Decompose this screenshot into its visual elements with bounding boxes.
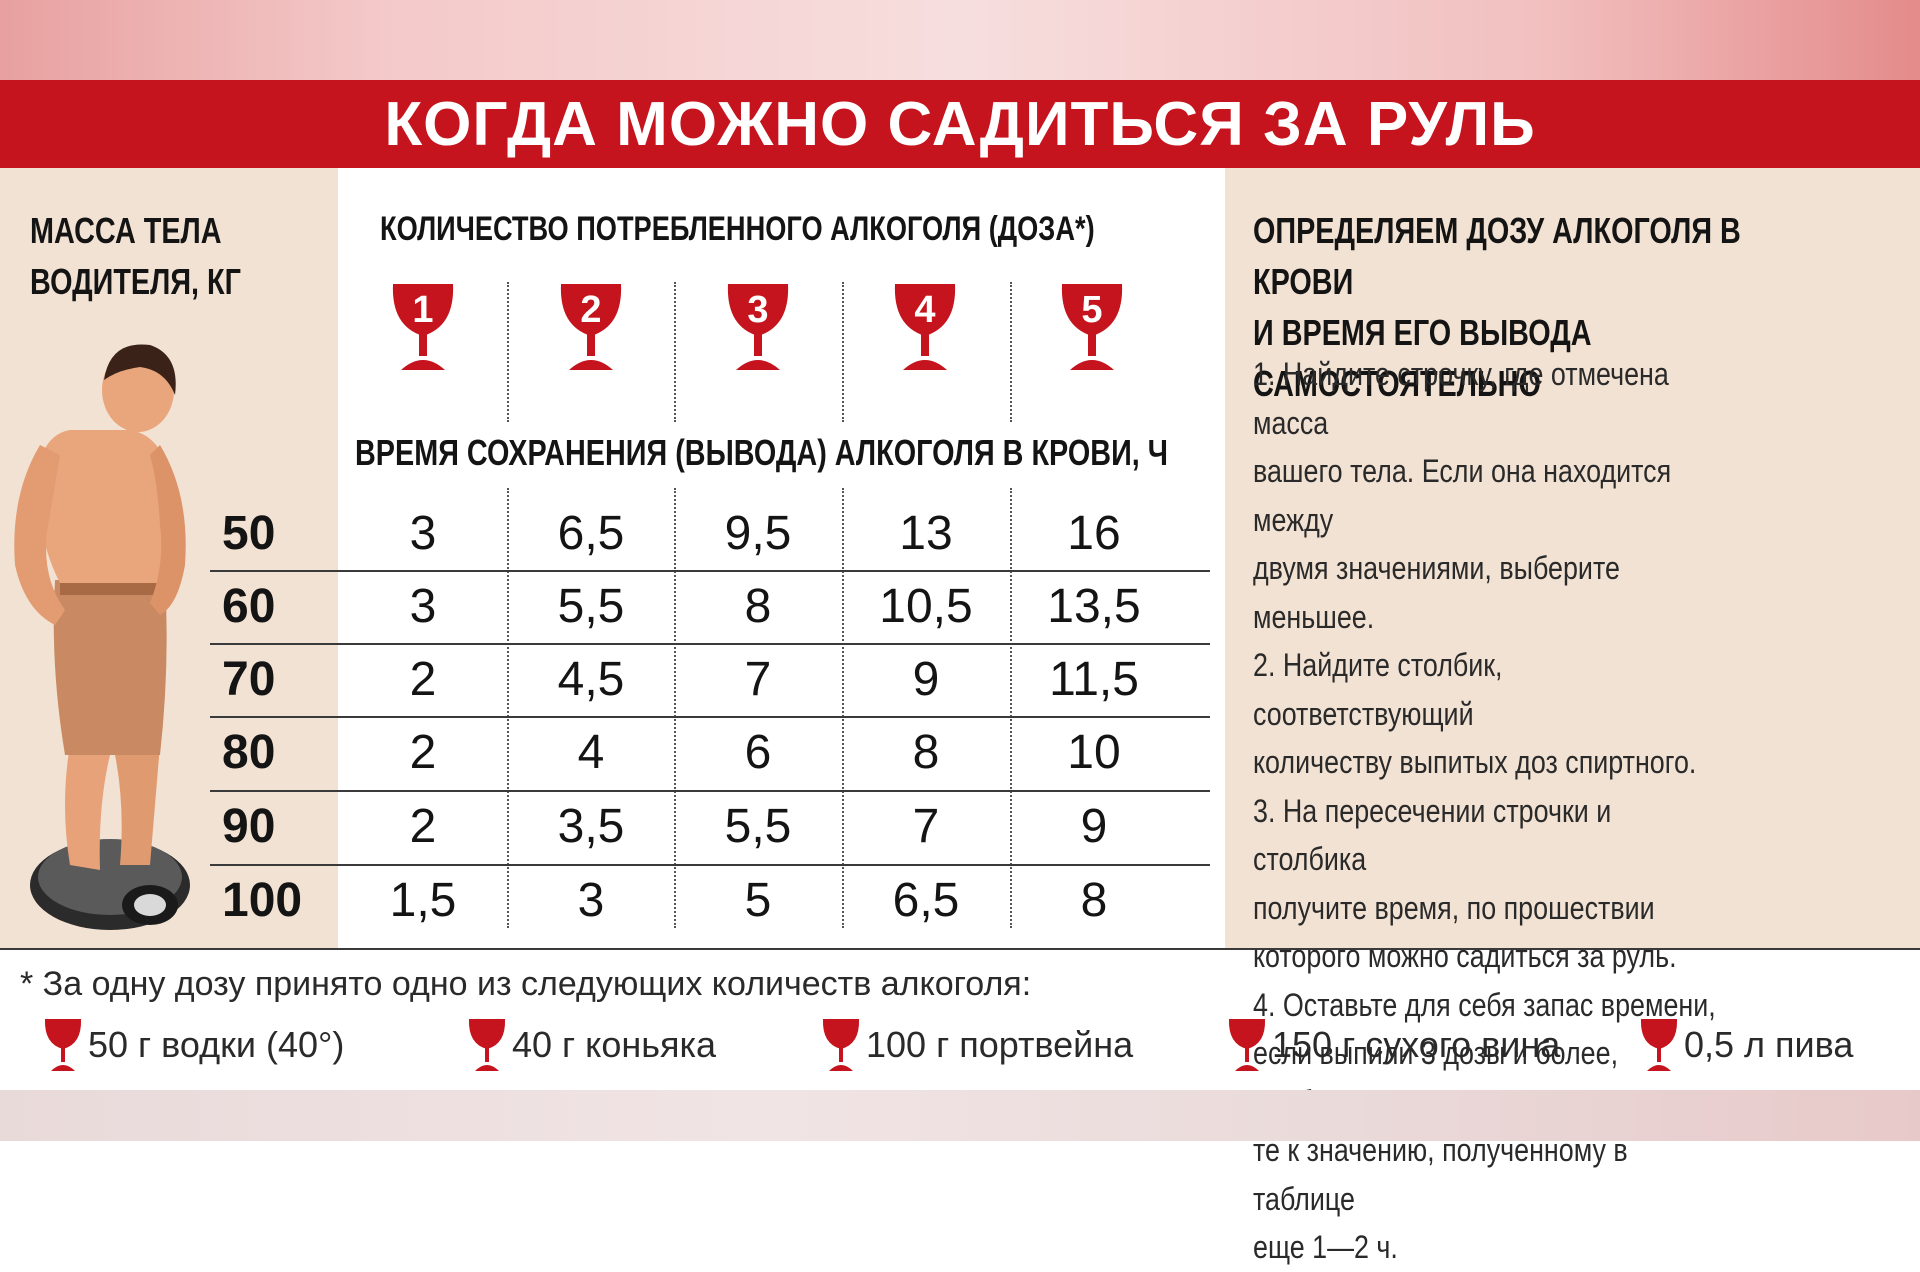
table-cell: 3	[577, 874, 605, 927]
row-separator	[210, 790, 1210, 792]
row-separator	[210, 864, 1210, 866]
table-cell: 2	[409, 726, 437, 779]
wine-glass-icon: 5	[1061, 284, 1123, 370]
mass-value: 70	[222, 653, 276, 706]
mass-value: 50	[222, 507, 276, 560]
dose-number: 4	[914, 289, 935, 331]
footer-divider	[0, 948, 1920, 950]
table-cell: 5,5	[724, 800, 792, 853]
column-divider	[674, 488, 676, 928]
man-on-scale-illustration	[14, 344, 190, 930]
legend-label: 40 г коньяка	[512, 1024, 717, 1065]
table-cell: 8	[912, 726, 940, 779]
wine-glass-icon: 1	[392, 284, 454, 370]
table-cell: 8	[1080, 874, 1108, 927]
wine-glass-icon	[1228, 1019, 1266, 1071]
table-cell: 6,5	[557, 507, 625, 560]
legend-item: 100 г портвейна	[820, 1015, 1133, 1075]
table-cell: 2	[409, 800, 437, 853]
row-separator	[210, 643, 1210, 645]
column-divider	[842, 488, 844, 928]
wine-glass-icon: 4	[894, 284, 956, 370]
table-cell: 8	[744, 580, 772, 633]
dose-number: 3	[747, 289, 768, 331]
table-cell: 10,5	[879, 580, 973, 633]
right-panel	[1225, 168, 1920, 948]
legend-label: 150 г сухого вина	[1272, 1024, 1561, 1065]
amount-label: КОЛИЧЕСТВО ПОТРЕБЛЕННОГО АЛКОГОЛЯ (ДОЗА*…	[380, 210, 1095, 248]
legend-label: 100 г портвейна	[866, 1024, 1134, 1065]
table-cell: 4,5	[557, 653, 625, 706]
wine-glass-icon	[44, 1019, 82, 1071]
wine-glass-icon	[822, 1019, 860, 1071]
table-cell: 7	[912, 800, 940, 853]
table-cell: 9,5	[724, 507, 792, 560]
mass-value: 100	[222, 874, 303, 927]
column-divider	[507, 282, 509, 422]
dose-number: 1	[412, 289, 433, 331]
top-background-strip	[0, 0, 1920, 80]
column-divider	[1010, 488, 1012, 928]
legend-item: 0,5 л пива	[1638, 1015, 1853, 1075]
wine-glass-icon	[1640, 1019, 1678, 1071]
table-cell: 11,5	[1049, 653, 1139, 706]
legend-label: 0,5 л пива	[1684, 1024, 1854, 1065]
table-cell: 4	[577, 726, 605, 779]
table-cell: 13	[899, 507, 953, 560]
legend-item: 40 г коньяка	[466, 1015, 716, 1075]
mass-value: 60	[222, 580, 276, 633]
footnote: * За одну дозу принято одно из следующих…	[20, 965, 1032, 1003]
table-cell: 2	[409, 653, 437, 706]
table-cell: 16	[1067, 507, 1121, 560]
table-cell: 13,5	[1047, 580, 1141, 633]
wine-glass-icon	[468, 1019, 506, 1071]
table-cell: 5	[744, 874, 772, 927]
table-cell: 1,5	[389, 874, 457, 927]
time-label: ВРЕМЯ СОХРАНЕНИЯ (ВЫВОДА) АЛКОГОЛЯ В КРО…	[355, 432, 1169, 473]
bottom-background-strip	[0, 1090, 1920, 1141]
table-cell: 9	[1080, 800, 1108, 853]
dose-number: 2	[580, 289, 601, 331]
mass-value: 90	[222, 800, 276, 853]
column-divider	[1010, 282, 1012, 422]
legend-item: 50 г водки (40°)	[42, 1015, 344, 1075]
table-cell: 9	[912, 653, 940, 706]
wine-glass-icon: 2	[560, 284, 622, 370]
mass-label: МАССА ТЕЛА ВОДИТЕЛЯ, КГ	[30, 210, 241, 302]
table-cell: 6	[744, 726, 772, 779]
mass-value: 80	[222, 726, 276, 779]
table-cell: 5,5	[557, 580, 625, 633]
legend-item: 150 г сухого вина	[1226, 1015, 1560, 1075]
row-separator	[210, 570, 1210, 572]
column-divider	[507, 488, 509, 928]
table-cell: 10	[1067, 726, 1121, 779]
dose-number: 5	[1081, 289, 1102, 331]
page-title: КОГДА МОЖНО САДИТЬСЯ ЗА РУЛЬ	[0, 80, 1920, 168]
table-cell: 3,5	[557, 800, 625, 853]
table-cell: 3	[409, 580, 437, 633]
table-cell: 3	[409, 507, 437, 560]
wine-glass-icon: 3	[727, 284, 789, 370]
table-cell: 6,5	[892, 874, 960, 927]
instructions-title: ОПРЕДЕЛЯЕМ ДОЗУ АЛКОГОЛЯ В КРОВИ И ВРЕМЯ…	[1253, 210, 1741, 404]
row-separator	[210, 716, 1210, 718]
legend-label: 50 г водки (40°)	[88, 1024, 345, 1065]
column-divider	[674, 282, 676, 422]
table-cell: 7	[744, 653, 772, 706]
column-divider	[842, 282, 844, 422]
